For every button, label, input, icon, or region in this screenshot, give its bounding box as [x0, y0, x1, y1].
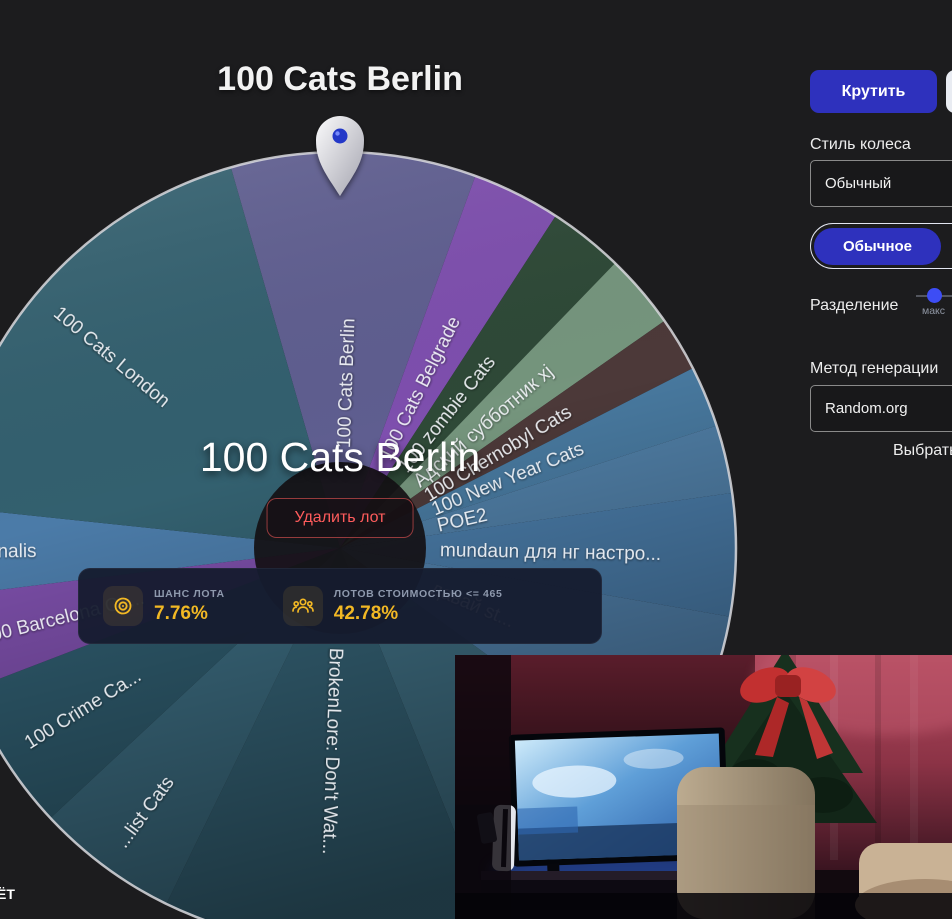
- split-slider-max-hint: макс: [922, 305, 946, 317]
- clipped-secondary-button[interactable]: [946, 70, 952, 113]
- spin-button[interactable]: Крутить: [810, 70, 937, 113]
- wheel-style-label: Стиль колеса: [810, 136, 911, 153]
- corner-clipped-text: ЁТ: [0, 886, 15, 902]
- stats-panel: ШАНС ЛОТА 7.76% ЛОТОВ СТОИМОСТЬЮ <= 465 …: [78, 568, 602, 644]
- current-lot-title: 100 Cats Berlin: [217, 60, 463, 98]
- split-slider-handle[interactable]: [927, 288, 942, 303]
- tv: [508, 727, 729, 876]
- wheel-segment-label: mundaun для нг настро...: [440, 540, 662, 565]
- generator-select[interactable]: Random.org: [810, 385, 952, 432]
- wheel-style-select[interactable]: Обычный: [810, 160, 952, 207]
- lot-cost-stat: ЛОТОВ СТОИМОСТЬЮ <= 465 42.78%: [282, 586, 503, 626]
- tv-stand: [481, 871, 769, 880]
- pin-dot: [332, 128, 348, 144]
- webcam-photo: [455, 655, 952, 919]
- wheel-segment-label: 100 Cats Berlin: [334, 318, 360, 449]
- cost-value: 42.78%: [333, 602, 399, 624]
- wheel-center-lot-name: 100 Cats Berlin: [199, 434, 481, 480]
- choose-link[interactable]: Выбрать: [893, 442, 952, 459]
- chance-value: 7.76%: [154, 602, 208, 624]
- red-bow: [740, 667, 836, 759]
- wheel-segment-label: Signalis: [0, 541, 37, 563]
- generator-method-label: Метод генерации: [810, 360, 939, 377]
- split-label: Разделение: [810, 297, 899, 314]
- pin-body: [316, 116, 364, 196]
- group-icon: [282, 586, 323, 626]
- chair: [677, 767, 815, 919]
- cost-label: ЛОТОВ СТОИМОСТЬЮ <= 465: [333, 587, 503, 600]
- wheel-pointer-pin: [316, 116, 364, 196]
- generator-value: Random.org: [825, 400, 908, 417]
- delete-lot-button[interactable]: Удалить лот: [266, 498, 414, 538]
- wheel-mode-segmented-control: Обычное: [810, 223, 952, 269]
- lot-chance-stat: ШАНС ЛОТА 7.76%: [103, 586, 225, 626]
- chance-label: ШАНС ЛОТА: [154, 587, 225, 600]
- mode-normal-option[interactable]: Обычное: [814, 227, 942, 265]
- pin-dot-highlight: [335, 131, 340, 136]
- spiral-icon: [103, 586, 143, 626]
- wheel-style-value: Обычный: [825, 175, 892, 192]
